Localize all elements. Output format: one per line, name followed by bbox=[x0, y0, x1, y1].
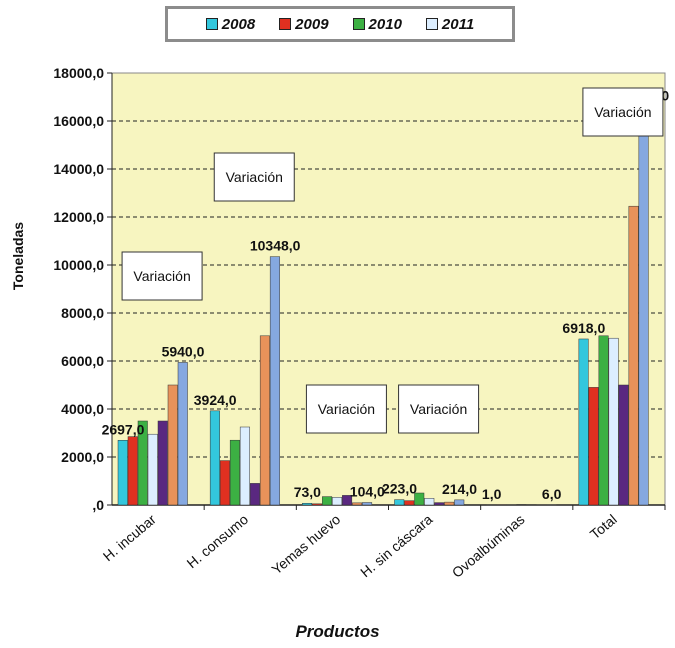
y-tick-label: 6000,0 bbox=[61, 353, 104, 369]
bar-series-6-3 bbox=[454, 499, 465, 506]
legend-item-2011: 2011 bbox=[425, 15, 475, 33]
legend-item-2010: 2010 bbox=[352, 15, 402, 33]
bar-series-6-0 bbox=[177, 362, 188, 506]
plot-area bbox=[111, 72, 666, 506]
bar-series-4-5 bbox=[618, 384, 629, 506]
bar-2011-3 bbox=[424, 498, 435, 506]
variacion-label: Variación bbox=[226, 169, 283, 185]
legend-item-2008: 2008 bbox=[205, 15, 256, 33]
bar-series-4-1 bbox=[249, 483, 260, 506]
bar-series-4-3 bbox=[434, 502, 445, 506]
x-tick-label: H. sin cáscara bbox=[357, 511, 435, 580]
bar-2009-1 bbox=[219, 460, 230, 506]
x-tick-label: Total bbox=[587, 511, 620, 542]
bar-2010-0 bbox=[137, 420, 148, 506]
y-tick-label: 16000,0 bbox=[53, 113, 104, 129]
y-tick-label: ,0 bbox=[92, 497, 104, 513]
bar-2009-5 bbox=[588, 387, 599, 506]
legend-swatch-2010 bbox=[352, 18, 365, 30]
data-label: 10348,0 bbox=[250, 238, 301, 254]
legend-label-2009: 2009 bbox=[295, 15, 329, 33]
bar-2011-5 bbox=[608, 337, 619, 506]
variacion-box bbox=[398, 384, 480, 434]
data-label: 6,0 bbox=[542, 486, 562, 502]
bar-2008-5 bbox=[578, 338, 589, 506]
legend-label-2008: 2008 bbox=[221, 15, 256, 33]
x-tick-label: H. incubar bbox=[100, 511, 159, 564]
data-label: 3924,0 bbox=[194, 392, 237, 408]
variacion-label: Variación bbox=[318, 401, 375, 417]
bar-series-4-0 bbox=[157, 420, 168, 506]
bar-2008-2 bbox=[302, 502, 313, 506]
legend: 2008 2009 2010 2011 bbox=[165, 6, 515, 42]
variacion-box bbox=[305, 384, 387, 434]
bar-2008-1 bbox=[209, 410, 220, 506]
bar-2011-1 bbox=[239, 426, 250, 506]
y-tick-label: 2000,0 bbox=[61, 449, 104, 465]
data-label: 5940,0 bbox=[162, 343, 205, 359]
bar-2010-2 bbox=[322, 496, 333, 506]
variacion-box bbox=[121, 251, 203, 301]
data-label: 73,0 bbox=[294, 484, 321, 500]
bar-series-6-5 bbox=[638, 106, 649, 506]
legend-item-2009: 2009 bbox=[279, 15, 329, 33]
bar-series-6-1 bbox=[269, 256, 280, 506]
x-tick-label: Yemas huevo bbox=[268, 511, 343, 578]
legend-swatch-2011 bbox=[425, 18, 438, 30]
variacion-label: Variación bbox=[594, 104, 651, 120]
data-label: 6918,0 bbox=[562, 320, 605, 336]
bar-2011-0 bbox=[147, 433, 158, 506]
bar-2010-1 bbox=[229, 439, 240, 506]
bar-series-4-2 bbox=[342, 495, 353, 506]
bar-2008-3 bbox=[394, 499, 405, 506]
x-tick-label: H. consumo bbox=[184, 511, 252, 571]
variacion-box bbox=[213, 152, 295, 202]
legend-swatch-2009 bbox=[279, 18, 292, 30]
bar-series-5-2 bbox=[352, 502, 363, 506]
bar-series-5-1 bbox=[259, 335, 270, 506]
bar-2009-2 bbox=[312, 503, 323, 506]
legend-label-2011: 2011 bbox=[441, 15, 475, 33]
bar-2008-0 bbox=[117, 440, 128, 506]
y-tick-label: 10000,0 bbox=[53, 257, 104, 273]
data-label: 104,0 bbox=[350, 484, 385, 500]
bar-series-5-0 bbox=[167, 384, 178, 506]
variacion-box bbox=[582, 87, 664, 137]
bar-2009-0 bbox=[127, 436, 138, 506]
data-label: 2697,0 bbox=[102, 421, 145, 437]
y-tick-label: 4000,0 bbox=[61, 401, 104, 417]
x-axis-title: Productos bbox=[295, 622, 380, 641]
y-axis-title: Toneladas bbox=[10, 221, 26, 291]
data-label: 214,0 bbox=[442, 481, 477, 497]
variacion-label: Variación bbox=[410, 401, 467, 417]
bar-2011-2 bbox=[332, 497, 343, 506]
bar-series-5-5 bbox=[628, 205, 639, 506]
x-tick-label: Ovoalbúminas bbox=[449, 511, 528, 581]
variacion-label: Variación bbox=[133, 268, 190, 284]
bar-series-6-2 bbox=[362, 502, 373, 506]
bar-2010-5 bbox=[598, 335, 609, 506]
legend-label-2010: 2010 bbox=[368, 15, 402, 33]
bar-2009-3 bbox=[404, 500, 415, 506]
y-tick-label: 18000,0 bbox=[53, 65, 104, 81]
bar-2010-3 bbox=[414, 492, 425, 506]
data-label: 1,0 bbox=[482, 486, 502, 502]
legend-swatch-2008 bbox=[205, 18, 218, 30]
data-label: 223,0 bbox=[382, 481, 417, 497]
bar-series-5-3 bbox=[444, 501, 455, 506]
y-tick-label: 8000,0 bbox=[61, 305, 104, 321]
y-tick-label: 14000,0 bbox=[53, 161, 104, 177]
y-tick-label: 12000,0 bbox=[53, 209, 104, 225]
